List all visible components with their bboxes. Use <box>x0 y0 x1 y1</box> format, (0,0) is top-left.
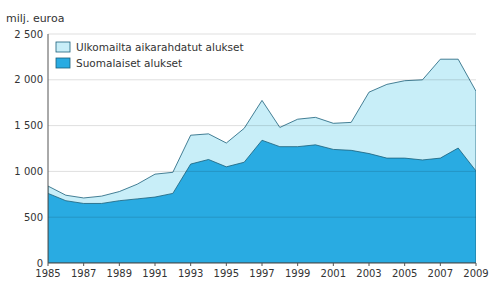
grid <box>48 34 476 263</box>
grid-line <box>48 125 476 126</box>
x-tick-label: 1993 <box>178 268 203 279</box>
x-tick <box>226 263 227 266</box>
x-tick-label: 1999 <box>285 268 310 279</box>
x-tick <box>440 263 441 266</box>
legend-swatch <box>56 42 70 52</box>
x-tick-label: 1989 <box>107 268 132 279</box>
x-tick-label: 1985 <box>35 268 60 279</box>
grid-line <box>48 79 476 80</box>
y-tick-label: 1 500 <box>14 120 43 131</box>
grid-line <box>48 217 476 218</box>
y-tick-label: 2 500 <box>14 29 43 40</box>
x-tick-label: 1987 <box>71 268 96 279</box>
x-tick-label: 2009 <box>463 268 488 279</box>
x-tick <box>190 263 191 266</box>
plot-area <box>48 59 476 263</box>
x-tick <box>333 263 334 266</box>
legend-swatch <box>56 58 70 68</box>
x-tick-label: 2001 <box>321 268 346 279</box>
x-tick <box>155 263 156 266</box>
y-axis-line <box>48 34 49 263</box>
x-tick-label: 1995 <box>214 268 239 279</box>
x-tick <box>83 263 84 266</box>
grid-line <box>48 34 476 35</box>
area-series <box>48 140 476 263</box>
y-axis-label: milj. euroa <box>6 12 64 25</box>
x-tick-label: 2007 <box>428 268 453 279</box>
y-tick-label: 2 000 <box>14 74 43 85</box>
x-tick <box>48 263 49 266</box>
x-tick-label: 2005 <box>392 268 417 279</box>
x-tick <box>262 263 263 266</box>
area-series <box>48 59 476 263</box>
x-tick-label: 2003 <box>356 268 381 279</box>
chart-container: 0 500 1 000 1 500 2 000 2 500 1985 1987 1989 1991… <box>0 0 492 287</box>
y-tick-label: 0 <box>37 258 43 269</box>
grid-line <box>48 171 476 172</box>
legend-label: Ulkomailta aikarahdatut alukset <box>76 41 244 53</box>
legend-label: Suomalaiset alukset <box>76 57 182 69</box>
x-tick-label: 1997 <box>249 268 274 279</box>
x-tick <box>476 263 477 266</box>
chart: 0 500 1 000 1 500 2 000 2 500 1985 1987 1989 1991… <box>0 0 492 287</box>
legend: Ulkomailta aikarahdatut alukset Suomalais… <box>56 41 244 69</box>
x-tick-label: 1991 <box>142 268 167 279</box>
y-tick-label: 500 <box>24 212 43 223</box>
y-tick-label: 1 000 <box>14 166 43 177</box>
x-tick <box>369 263 370 266</box>
x-tick <box>404 263 405 266</box>
x-tick <box>297 263 298 266</box>
x-tick <box>119 263 120 266</box>
